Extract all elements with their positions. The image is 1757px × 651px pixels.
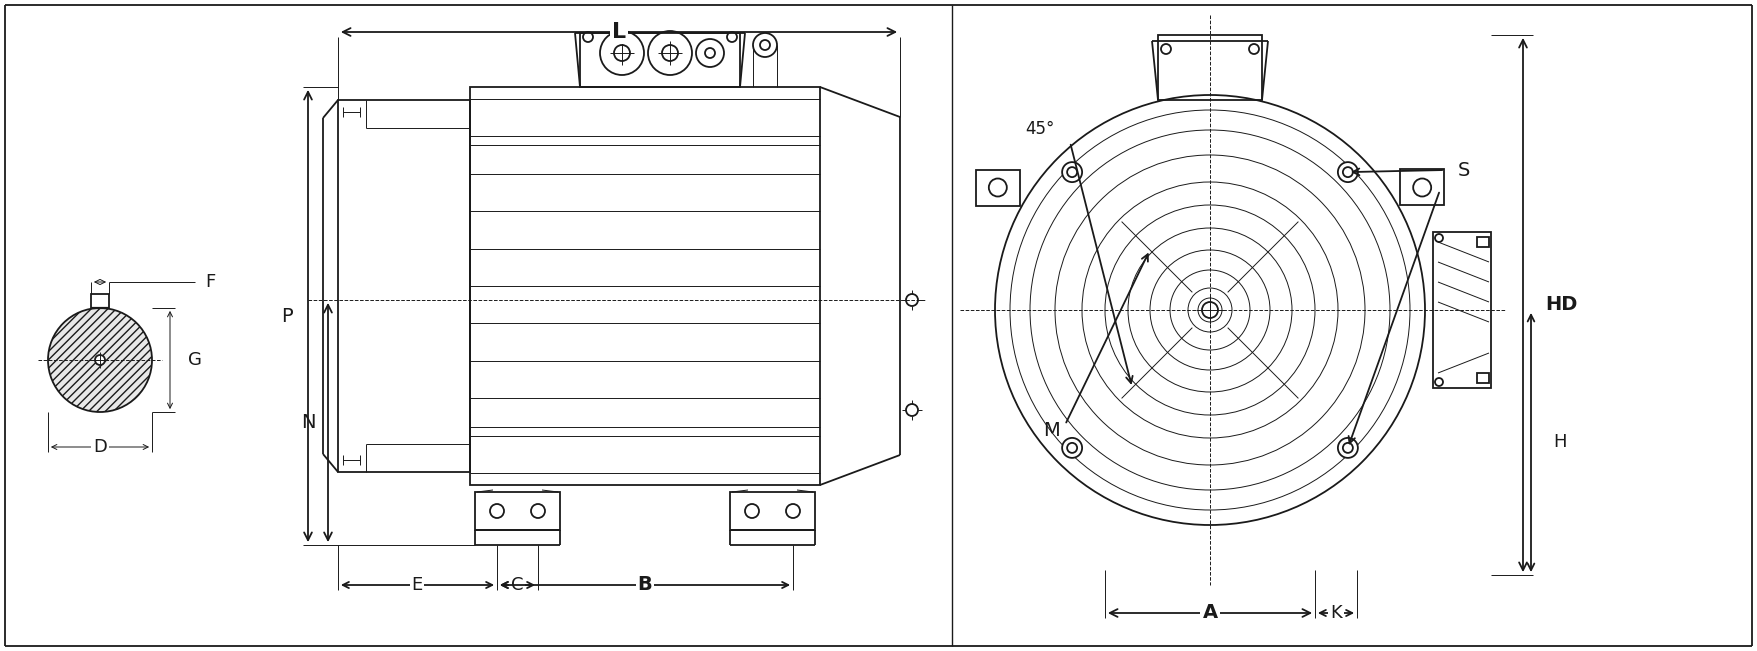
Bar [474,492,560,530]
Bar [1434,232,1492,388]
Circle shape [1435,378,1442,386]
Text: K: K [1330,604,1342,622]
Circle shape [1435,234,1442,242]
Bar [1158,35,1262,100]
Circle shape [648,31,692,75]
Circle shape [1066,443,1077,453]
Circle shape [1342,167,1353,177]
Circle shape [745,504,759,518]
Circle shape [1337,162,1358,182]
Circle shape [907,404,917,416]
Text: HD: HD [1544,296,1578,314]
Bar [1478,237,1488,247]
Text: F: F [206,273,216,291]
Circle shape [1063,162,1082,182]
Circle shape [785,504,799,518]
Text: P: P [281,307,293,326]
Circle shape [47,308,153,412]
Circle shape [1066,167,1077,177]
Circle shape [1161,44,1170,54]
Circle shape [531,504,545,518]
Text: E: E [411,576,423,594]
Circle shape [490,504,504,518]
Bar [580,33,740,87]
Text: A: A [1202,603,1218,622]
Text: C: C [511,576,524,594]
Circle shape [1063,438,1082,458]
Bar [1400,169,1444,206]
Circle shape [1202,302,1218,318]
Circle shape [907,294,917,306]
Bar [729,492,815,530]
Circle shape [754,33,777,57]
Text: N: N [302,413,316,432]
Text: H: H [1553,433,1567,451]
Bar [337,100,471,472]
Circle shape [599,31,645,75]
Circle shape [705,48,715,58]
Circle shape [1342,443,1353,453]
Circle shape [989,178,1007,197]
Bar [471,87,821,485]
Circle shape [1413,178,1432,197]
Bar [975,169,1019,206]
Text: B: B [638,575,652,594]
Circle shape [662,45,678,61]
Text: S: S [1458,161,1471,180]
Circle shape [1337,438,1358,458]
Circle shape [727,32,736,42]
Text: M: M [1044,421,1059,439]
Circle shape [1249,44,1260,54]
Circle shape [583,32,594,42]
Circle shape [696,39,724,67]
Circle shape [761,40,770,50]
Text: L: L [611,22,625,42]
Bar [1478,373,1488,383]
Circle shape [613,45,631,61]
Bar [91,294,109,308]
Text: 45°: 45° [1026,120,1054,138]
Circle shape [95,355,105,365]
Text: D: D [93,438,107,456]
Text: G: G [188,351,202,369]
